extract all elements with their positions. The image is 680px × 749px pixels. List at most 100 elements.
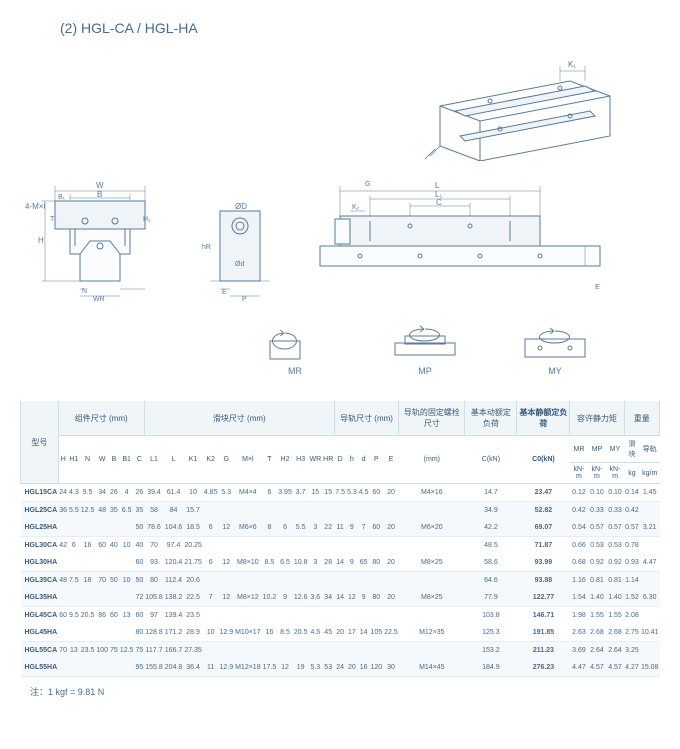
value-cell: 60 (134, 607, 144, 625)
svg-text:N: N (82, 288, 87, 295)
value-cell: 23.47 (517, 484, 570, 502)
value-cell: 4.47 (570, 659, 588, 677)
col-B: B (109, 436, 119, 484)
value-cell (262, 607, 278, 625)
section-title: (2) HGL-CA / HGL-HA (60, 20, 660, 36)
diagram-cross-section: W B B₁ H T 4-M×l N WR H₁ (20, 171, 170, 301)
value-cell: 5.3 (218, 484, 234, 502)
value-cell: 50 (134, 572, 144, 590)
value-cell: 2.64 (588, 642, 606, 660)
svg-text:H₁: H₁ (143, 216, 151, 223)
value-cell (80, 554, 96, 572)
table-row: HGL45HA80128.8171.228.91012.9M10×17168.5… (21, 624, 660, 642)
value-cell: 1.40 (606, 589, 624, 607)
value-cell (308, 502, 322, 520)
value-cell (109, 659, 119, 677)
col-D: D (334, 436, 346, 484)
value-cell: 71.87 (517, 537, 570, 555)
value-cell: 95 (134, 659, 144, 677)
value-cell: 60 (369, 484, 383, 502)
value-cell (218, 607, 234, 625)
hdr-bolt: 导轨的固定螺栓尺寸 (399, 401, 465, 436)
svg-text:B: B (97, 190, 102, 199)
value-cell (262, 502, 278, 520)
value-cell: 12.5 (119, 642, 135, 660)
diagrams-area: K₁ W (20, 51, 660, 386)
value-cell: 6.5 (119, 502, 135, 520)
value-cell: 0.33 (606, 502, 624, 520)
value-cell: 7 (358, 519, 370, 537)
value-cell (369, 572, 383, 590)
table-row: HGL55HA95155.8204.836.41112.9M12×1817.51… (21, 659, 660, 677)
value-cell: 12.9 (218, 659, 234, 677)
value-cell (399, 537, 465, 555)
value-cell (399, 642, 465, 660)
value-cell (358, 537, 370, 555)
value-cell (346, 607, 358, 625)
value-cell: 40 (134, 537, 144, 555)
value-cell (119, 624, 135, 642)
value-cell: 4.47 (640, 554, 660, 572)
value-cell (369, 537, 383, 555)
value-cell (358, 572, 370, 590)
value-cell (640, 607, 660, 625)
moment-diagrams: MR MP MY (20, 321, 660, 376)
value-cell (262, 642, 278, 660)
value-cell: 128.8 (144, 624, 164, 642)
spec-table: 型号 组件尺寸 (mm) 滑块尺寸 (mm) 导轨尺寸 (mm) 导轨的固定螺栓… (20, 401, 660, 677)
value-cell (369, 607, 383, 625)
value-cell: 14 (334, 589, 346, 607)
value-cell: 2.68 (606, 624, 624, 642)
value-cell: 3.7 (293, 484, 309, 502)
value-cell: 84 (164, 502, 184, 520)
col-L: L (164, 436, 184, 484)
moment-mp: MP (380, 321, 470, 376)
value-cell: 23.5 (80, 642, 96, 660)
col-L1: L1 (144, 436, 164, 484)
value-cell: 9 (346, 554, 358, 572)
value-cell: 28 (322, 554, 334, 572)
value-cell (119, 554, 135, 572)
value-cell: 52.82 (517, 502, 570, 520)
col-model: 型号 (21, 401, 59, 484)
value-cell (640, 502, 660, 520)
value-cell (334, 607, 346, 625)
value-cell (334, 572, 346, 590)
value-cell: 9 (358, 589, 370, 607)
value-cell: 12 (218, 554, 234, 572)
value-cell (383, 537, 399, 555)
value-cell: 120.4 (164, 554, 184, 572)
value-cell (322, 572, 334, 590)
spec-table-wrap: 型号 组件尺寸 (mm) 滑块尺寸 (mm) 导轨尺寸 (mm) 导轨的固定螺栓… (20, 401, 660, 677)
value-cell: 1.52 (624, 589, 640, 607)
value-cell: 64.6 (465, 572, 517, 590)
value-cell (58, 589, 68, 607)
table-row: HGL30CA42616604010407097.420.2548.571.87… (21, 537, 660, 555)
value-cell: 117.7 (144, 642, 164, 660)
value-cell: 3.95 (277, 484, 293, 502)
value-cell: 10 (119, 537, 135, 555)
value-cell: 4.27 (624, 659, 640, 677)
value-cell (95, 589, 109, 607)
value-cell: 11 (334, 519, 346, 537)
value-cell: 60 (134, 554, 144, 572)
value-cell: 0.33 (588, 502, 606, 520)
value-cell: 53 (322, 659, 334, 677)
value-cell: 155.8 (144, 659, 164, 677)
col-H3: H3 (293, 436, 309, 484)
model-cell: HGL15CA (21, 484, 59, 502)
value-cell: 0.93 (624, 554, 640, 572)
table-row: HGL30HA6093120.421.75612M8×108.56.510.83… (21, 554, 660, 572)
hdr-rail: 导轨尺寸 (mm) (334, 401, 399, 436)
value-cell: 34.9 (465, 502, 517, 520)
svg-text:B₁: B₁ (58, 194, 66, 201)
value-cell (334, 537, 346, 555)
value-cell: 26 (134, 484, 144, 502)
value-cell: 20 (346, 659, 358, 677)
value-cell: 93.99 (517, 554, 570, 572)
value-cell: 16 (358, 659, 370, 677)
value-cell: 10 (203, 624, 219, 642)
value-cell: 6.5 (277, 554, 293, 572)
hdr-block: 滑块尺寸 (mm) (144, 401, 334, 436)
value-cell (58, 554, 68, 572)
